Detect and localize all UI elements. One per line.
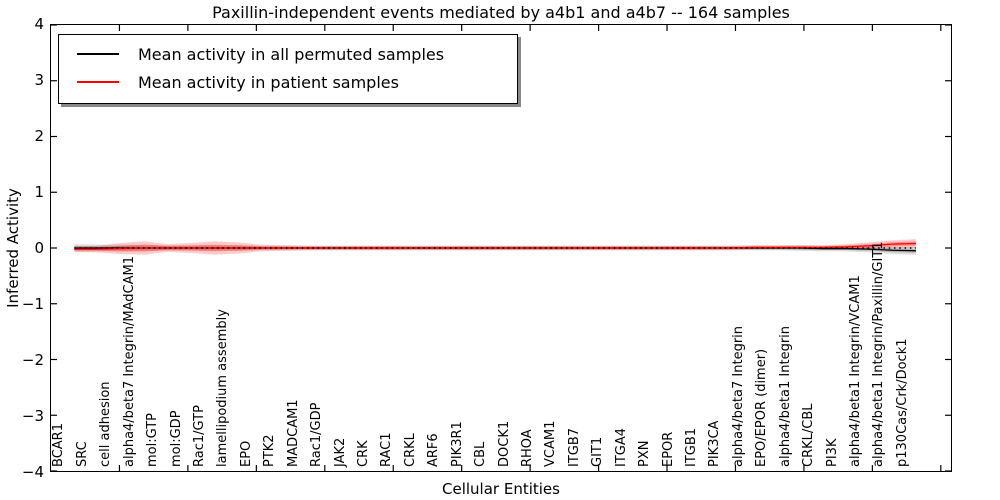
x-tick-label: PIK3R1 (449, 421, 465, 467)
chart-svg (51, 25, 951, 471)
x-tick-label: RAC1 (379, 432, 395, 467)
x-tick-label: ARF6 (426, 433, 442, 467)
x-tick-label: ITGB7 (566, 427, 582, 467)
band-outer-permuted (74, 244, 916, 255)
y-tick-label: 3 (34, 71, 44, 89)
x-tick-label: JAK2 (332, 437, 348, 467)
x-tick-label: alpha4/beta7 Integrin (730, 325, 746, 467)
x-tick-label: RHOA (520, 429, 535, 467)
x-tick-label: Rac1/GTP (191, 405, 207, 467)
y-tick-label: −2 (21, 351, 44, 369)
x-tick-label: PXN (637, 440, 653, 467)
band-outer-patient (74, 239, 916, 255)
line-patient-mean (74, 242, 916, 250)
x-tick-label: alpha4/beta7 Integrin/MAdCAM1 (121, 256, 137, 467)
x-tick-label: lamellipodium assembly (215, 309, 231, 467)
x-tick-label: SRC (74, 441, 90, 467)
x-tick-label: PIK3CA (707, 420, 723, 467)
y-tick-label: 0 (34, 239, 44, 257)
chart-title: Paxillin-independent events mediated by … (212, 3, 790, 22)
y-tick-label: 1 (34, 183, 44, 201)
x-tick-label: ITGA4 (613, 427, 629, 467)
x-tick-label: CRKL/CBL (801, 403, 817, 468)
x-tick-label: alpha4/beta1 Integrin/VCAM1 (848, 275, 864, 467)
x-axis-label: Cellular Entities (442, 480, 560, 498)
x-tick-label: CRK (355, 440, 371, 467)
y-tick-label: 4 (34, 15, 44, 33)
x-tick-label: alpha4/beta1 Integrin (777, 325, 793, 467)
x-tick-label: CBL (473, 441, 489, 467)
legend-item-permuted: Mean activity in all permuted samples (59, 40, 517, 68)
y-tick-label: −4 (21, 463, 44, 481)
y-tick-label: −1 (21, 295, 44, 313)
legend-line-patient-icon (77, 81, 119, 83)
x-tick-label: VCAM1 (543, 420, 559, 467)
x-tick-label: PTK2 (262, 434, 278, 467)
x-tick-label: EPOR (660, 431, 676, 467)
legend-label-patient: Mean activity in patient samples (138, 72, 399, 92)
legend: Mean activity in all permuted samples Me… (58, 34, 518, 104)
x-tick-label: Rac1/GDP (309, 402, 325, 467)
x-tick-label: mol:GDP (168, 410, 184, 467)
band-inner-patient (74, 241, 916, 252)
x-tick-label: alpha4/beta1 Integrin/Paxillin/GIT1 (871, 241, 887, 467)
legend-item-patient: Mean activity in patient samples (59, 68, 517, 96)
x-tick-label: ITGB1 (684, 427, 699, 467)
legend-line-permuted-icon (77, 53, 119, 55)
x-tick-label: GIT1 (590, 436, 606, 467)
x-tick-label: BCAR1 (51, 423, 67, 467)
x-tick-label: mol:GTP (145, 413, 161, 467)
y-tick-label: 2 (34, 127, 44, 145)
x-tick-label: p130Cas/Crk/Dock1 (894, 338, 910, 467)
x-tick-label: DOCK1 (496, 420, 512, 467)
x-tick-label: cell adhesion (98, 381, 114, 467)
legend-label-permuted: Mean activity in all permuted samples (138, 44, 445, 64)
y-tick-label: −3 (21, 407, 44, 425)
x-tick-label: EPO/EPOR (dimer) (754, 348, 770, 467)
x-tick-label: MADCAM1 (285, 399, 301, 467)
x-tick-label: EPO (238, 440, 254, 467)
x-tick-label: PI3K (824, 438, 840, 467)
x-tick-label: CRKL (402, 433, 418, 467)
